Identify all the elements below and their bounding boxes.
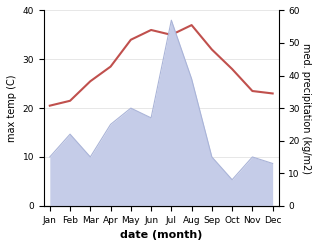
Y-axis label: max temp (C): max temp (C)	[7, 74, 17, 142]
Y-axis label: med. precipitation (kg/m2): med. precipitation (kg/m2)	[301, 43, 311, 174]
X-axis label: date (month): date (month)	[120, 230, 203, 240]
